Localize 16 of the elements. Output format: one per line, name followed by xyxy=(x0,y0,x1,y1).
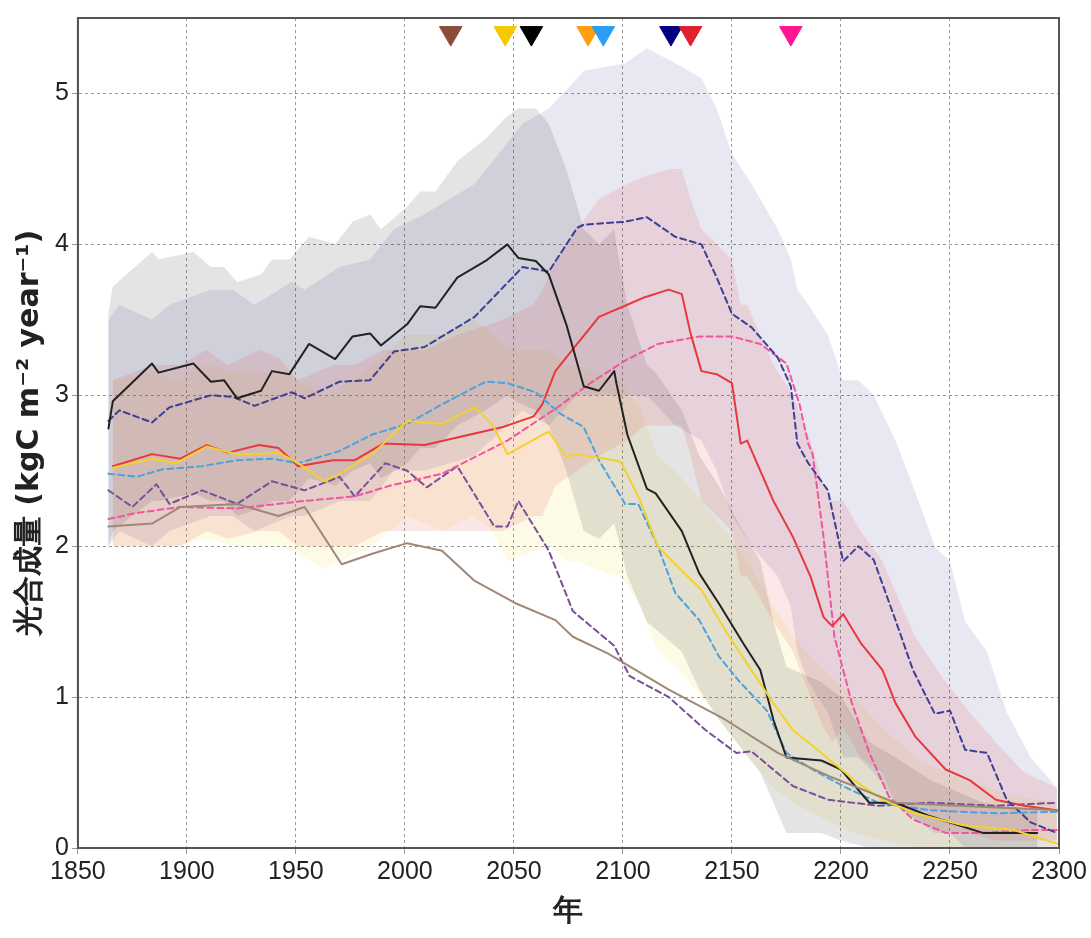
y-tick-label: 2 xyxy=(55,530,69,559)
x-tick-label: 2050 xyxy=(486,855,542,884)
y-tick-label: 3 xyxy=(55,379,69,408)
y-axis-title: 光合成量 (kgC m⁻² year⁻¹) xyxy=(9,229,45,639)
y-tick-label: 1 xyxy=(55,680,69,709)
x-tick-label: 1950 xyxy=(268,855,324,884)
x-tick-label: 2000 xyxy=(377,855,433,884)
x-tick-label: 2150 xyxy=(704,855,760,884)
y-tick-label: 4 xyxy=(55,228,69,257)
x-tick-label: 2200 xyxy=(813,855,869,884)
x-tick-label: 1900 xyxy=(159,855,215,884)
x-axis-title: 年 xyxy=(552,891,584,927)
x-tick-label: 2250 xyxy=(922,855,978,884)
y-tick-label: 5 xyxy=(55,77,69,106)
x-tick-label: 2300 xyxy=(1031,855,1087,884)
x-tick-label: 2100 xyxy=(595,855,651,884)
